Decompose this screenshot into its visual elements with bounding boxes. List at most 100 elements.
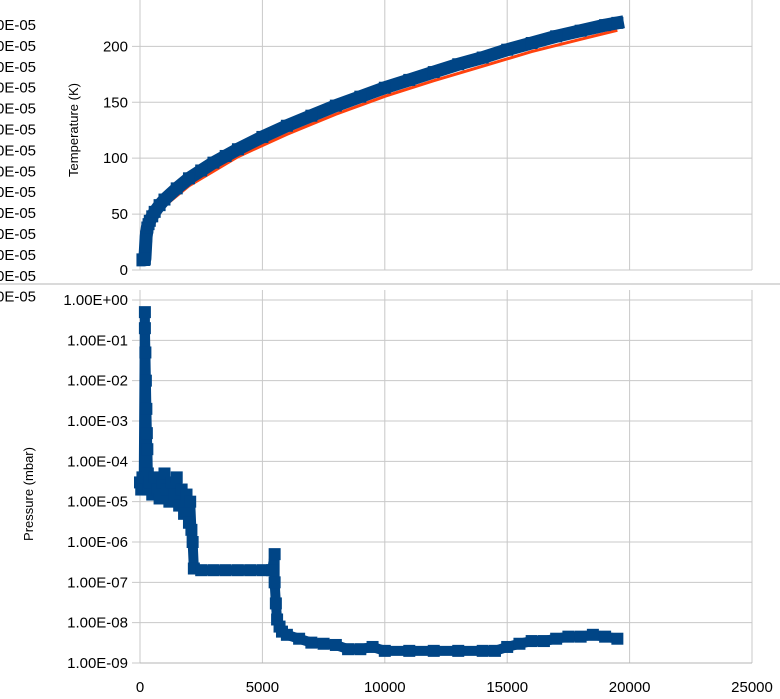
clipped-tick-label: 0E-05 (0, 101, 36, 118)
pressure-data-point (574, 630, 587, 643)
pressure-y-tick-label: 1.00E-08 (67, 615, 128, 632)
pressure-data-point (378, 644, 391, 657)
temperature-data-point (138, 252, 151, 265)
pressure-data-point (305, 636, 318, 649)
temperature-y-tick-label: 150 (103, 94, 128, 111)
temperature-series-blue-line (136, 15, 625, 267)
temperature-data-point (427, 66, 440, 79)
temperature-data-point (476, 51, 489, 64)
pressure-data-point (139, 374, 152, 387)
pressure-data-point (427, 644, 440, 657)
pressure-data-point (140, 427, 153, 440)
pressure-data-point (219, 564, 232, 577)
pressure-data-point (342, 643, 355, 656)
pressure-y-tick-label: 1.00E-05 (67, 494, 128, 511)
pressure-data-point (244, 564, 257, 577)
pressure-data-point (184, 495, 197, 508)
temperature-series (136, 15, 625, 267)
clipped-tick-label: 0E-05 (0, 38, 36, 55)
clipped-tick-label: 0E-05 (0, 122, 36, 139)
temperature-series-red-line (148, 28, 618, 229)
pressure-data-point (140, 402, 153, 415)
pressure-data-point (525, 635, 538, 648)
pressure-data-point (329, 638, 342, 651)
pressure-axis-label: Pressure (mbar) (21, 447, 36, 541)
pressure-data-point (266, 564, 279, 577)
clipped-tick-label: 0E-05 (0, 142, 36, 159)
x-tick-label: 10000 (364, 679, 406, 696)
pressure-y-tick-label: 1.00E+00 (63, 292, 128, 309)
pressure-data-point (280, 628, 293, 641)
x-tick-label: 20000 (609, 679, 651, 696)
temperature-data-point (525, 37, 538, 50)
pressure-y-tick-label: 1.00E-07 (67, 574, 128, 591)
temperature-gridlines (132, 0, 753, 271)
pressure-data-point (611, 632, 624, 645)
clipped-tick-label: 0E-05 (0, 205, 36, 222)
pressure-data-point (488, 644, 501, 657)
pressure-panel: 1.00E+00 1.00E-01 1.00E-02 1.00E-03 1.00E-04… (0, 283, 780, 696)
temperature-data-point (182, 172, 195, 185)
pressure-y-tick-label: 1.00E-01 (67, 332, 128, 349)
pressure-data-point (537, 635, 550, 648)
temperature-y-tick-label: 100 (103, 150, 128, 167)
temperature-y-tick-label: 0 (120, 262, 128, 279)
pressure-series (134, 306, 624, 657)
pressure-data-point (403, 644, 416, 657)
pressure-y-tick-label: 1.00E-03 (67, 413, 128, 430)
pressure-data-point (268, 548, 281, 561)
clipped-axis-labels: 0E-05 0E-05 0E-05 0E-05 0E-05 0E-05 0E-05 0E-05… (0, 17, 36, 306)
pressure-data-point (317, 637, 330, 650)
temperature-data-point (280, 119, 293, 132)
temperature-y-tick-labels: 0 50 100 150 200 (103, 38, 128, 279)
temperature-data-point (195, 164, 208, 177)
pressure-x-tick-labels: 0 5000 10000 15000 20000 25000 (136, 679, 773, 696)
pressure-data-point (141, 443, 154, 456)
pressure-data-point (501, 640, 514, 653)
temperature-data-point (599, 19, 612, 32)
pressure-data-point (269, 597, 282, 610)
pressure-data-point (170, 471, 183, 484)
pressure-y-tick-label: 1.00E-09 (67, 655, 128, 672)
temperature-axis-label: Temperature (K) (66, 83, 81, 177)
pressure-data-point (293, 632, 306, 645)
clipped-tick-label: 0E-05 (0, 163, 36, 180)
pressure-y-tick-labels: 1.00E+00 1.00E-01 1.00E-02 1.00E-03 1.00E-04… (63, 292, 128, 672)
temperature-data-point (378, 81, 391, 94)
clipped-tick-label: 0E-05 (0, 17, 36, 34)
temperature-data-point (305, 109, 318, 122)
pressure-y-tick-label: 1.00E-06 (67, 534, 128, 551)
pressure-data-point (139, 346, 152, 359)
temperature-data-point (550, 30, 563, 43)
pressure-data-point (207, 564, 220, 577)
pressure-data-point (186, 536, 199, 548)
temperature-y-tick-label: 50 (111, 206, 128, 223)
x-tick-label: 15000 (486, 679, 528, 696)
pressure-data-point (586, 628, 599, 641)
pressure-series-line (135, 307, 619, 656)
pressure-data-point (268, 576, 281, 589)
pressure-data-point (513, 637, 526, 650)
pressure-data-point (599, 630, 612, 643)
temperature-data-point (501, 43, 514, 56)
temperature-data-point (403, 73, 416, 86)
temperature-data-point (329, 99, 342, 112)
pressure-data-point (138, 306, 151, 319)
pressure-data-point (138, 322, 151, 335)
temperature-data-point (158, 193, 171, 206)
temperature-data-point (219, 149, 232, 162)
x-tick-label: 25000 (731, 679, 773, 696)
pressure-data-point (366, 640, 379, 653)
pressure-y-tick-label: 1.00E-04 (67, 453, 128, 470)
pressure-y-tick-label: 1.00E-02 (67, 373, 128, 390)
temperature-data-point (256, 130, 269, 143)
x-tick-label: 5000 (246, 679, 279, 696)
clipped-tick-label: 0E-05 (0, 268, 36, 285)
pressure-data-point (476, 644, 489, 657)
clipped-tick-label: 0E-05 (0, 247, 36, 264)
clipped-tick-label: 0E-05 (0, 226, 36, 243)
pressure-data-point (195, 564, 208, 577)
temperature-data-point (207, 156, 220, 169)
pressure-data-point (562, 630, 575, 643)
